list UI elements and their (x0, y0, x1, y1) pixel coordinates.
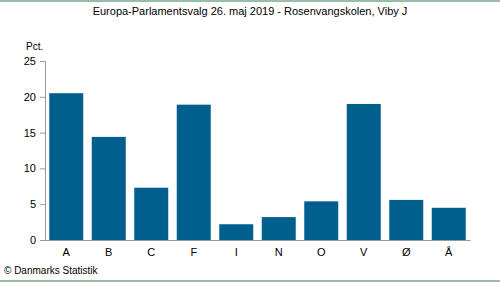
x-tick: N (275, 240, 283, 258)
x-tick: A (63, 240, 71, 258)
bar (304, 201, 338, 240)
bar (262, 217, 296, 240)
y-tick-mark (40, 168, 45, 169)
y-tick: 25 (24, 55, 45, 67)
bars (49, 93, 466, 240)
top-border (0, 1, 500, 2)
y-tick: 10 (24, 162, 45, 174)
x-tick: I (235, 240, 238, 258)
bar (219, 224, 253, 240)
x-tick: Ø (402, 240, 411, 258)
x-tick: V (360, 240, 368, 258)
x-tick: F (190, 240, 197, 258)
y-tick-mark (40, 133, 45, 134)
y-tick: 5 (30, 198, 45, 210)
y-tick-mark (40, 240, 45, 241)
y-tick-mark (40, 204, 45, 205)
y-tick-label: 10 (24, 162, 36, 174)
y-tick: 15 (24, 127, 45, 139)
y-tick-mark (40, 61, 45, 62)
y-axis: 0 5 10 15 20 25 (24, 55, 46, 246)
bar (49, 93, 83, 240)
y-tick-mark (40, 97, 45, 98)
chart: Europa-Parlamentsvalg 26. maj 2019 - Ros… (0, 0, 500, 282)
bar (177, 105, 211, 240)
x-tick-label: A (63, 246, 71, 258)
x-tick-label: C (147, 246, 155, 258)
x-tick: Å (445, 240, 453, 258)
bar (134, 188, 168, 240)
x-tick-label: I (235, 246, 238, 258)
x-tick: B (105, 240, 112, 258)
x-axis-line (46, 240, 471, 241)
bar (347, 104, 381, 240)
x-tick-label: Å (445, 246, 453, 258)
bottom-border (0, 281, 500, 282)
bar (92, 137, 126, 240)
y-tick: 20 (24, 91, 45, 103)
x-tick: C (147, 240, 155, 258)
y-tick-label: 15 (24, 127, 36, 139)
y-tick-label: 0 (30, 234, 36, 246)
y-axis-line (40, 62, 46, 241)
bar (432, 208, 466, 240)
x-tick-label: B (105, 246, 112, 258)
x-tick-label: F (190, 246, 197, 258)
source: © Danmarks Statistik (4, 265, 99, 276)
x-axis: ABCFINOVØÅ (46, 240, 471, 258)
x-tick-label: V (360, 246, 368, 258)
plot: 0 5 10 15 20 25 A B C F I N O V Ø Å (24, 55, 471, 258)
y-tick-label: 25 (24, 55, 36, 67)
x-tick: O (317, 240, 326, 258)
y-tick: 0 (30, 234, 45, 246)
y-tick-label: 5 (30, 198, 36, 210)
bar (389, 200, 423, 240)
y-axis-label: Pct. (26, 41, 43, 52)
x-tick-label: Ø (402, 246, 411, 258)
x-tick-label: N (275, 246, 283, 258)
y-tick-label: 20 (24, 91, 36, 103)
x-tick-label: O (317, 246, 326, 258)
title: Europa-Parlamentsvalg 26. maj 2019 - Ros… (93, 5, 408, 17)
